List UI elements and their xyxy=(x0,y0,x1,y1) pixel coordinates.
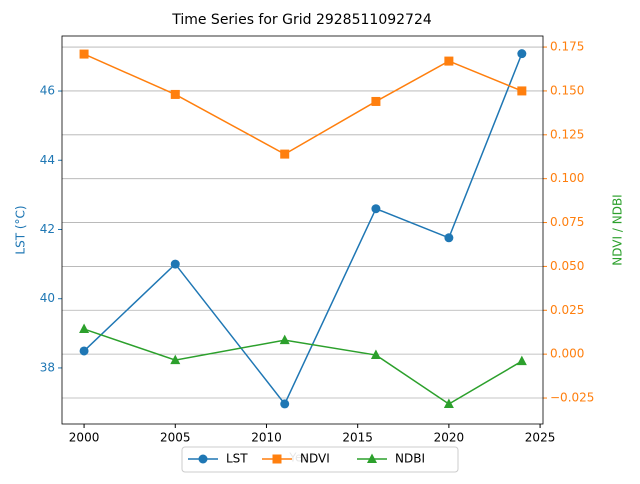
y2-tick-label: 0.075 xyxy=(550,215,584,229)
marker xyxy=(516,355,527,366)
x-tick-label: 2010 xyxy=(251,431,282,445)
y-tick-label: 46 xyxy=(40,84,55,98)
y-tick-label: 44 xyxy=(40,153,55,167)
line xyxy=(83,328,523,405)
y-tick-label: 42 xyxy=(40,222,55,236)
marker xyxy=(444,56,454,66)
marker xyxy=(517,49,527,59)
marker xyxy=(198,454,208,464)
y2-tick-label: 0.050 xyxy=(550,259,584,273)
legend-box xyxy=(181,446,459,473)
legend-label: NDVI xyxy=(300,452,330,466)
y2-tick-label: 0.150 xyxy=(550,83,584,97)
line xyxy=(83,53,523,406)
marker xyxy=(280,399,290,409)
marker xyxy=(170,354,181,365)
marker xyxy=(170,259,180,269)
y2-tick-label: 0.025 xyxy=(550,303,584,317)
marker xyxy=(280,149,290,159)
plot-frame xyxy=(61,35,544,425)
x-tick-label: 2000 xyxy=(69,431,100,445)
line xyxy=(83,53,523,155)
y2-tick-label: 0.000 xyxy=(550,347,584,361)
marker xyxy=(272,454,282,464)
x-tick-label: 2005 xyxy=(160,431,191,445)
marker xyxy=(79,346,89,356)
marker xyxy=(444,233,454,243)
x-tick-label: 2025 xyxy=(525,431,556,445)
marker xyxy=(370,349,381,360)
x-tick-label: 2020 xyxy=(434,431,465,445)
marker xyxy=(79,323,90,334)
x-tick-label: 2015 xyxy=(342,431,373,445)
legend-label: LST xyxy=(226,452,248,466)
y2-tick-label: 0.125 xyxy=(550,127,584,141)
y-tick-label: 40 xyxy=(40,291,55,305)
y2-tick-label: −0.025 xyxy=(550,391,594,405)
marker xyxy=(443,398,454,408)
marker xyxy=(371,96,381,106)
marker xyxy=(371,204,381,214)
marker xyxy=(170,89,180,99)
y-tick-label: 38 xyxy=(40,360,55,374)
marker xyxy=(79,49,89,59)
y2-tick-label: 0.100 xyxy=(550,171,584,185)
y-axis-label: LST (°C) xyxy=(14,205,28,254)
y2-tick-label: 0.175 xyxy=(550,40,584,54)
marker xyxy=(517,86,527,96)
marker xyxy=(367,453,377,463)
chart-title: Time Series for Grid 2928511092724 xyxy=(171,12,432,28)
legend-label: NDBI xyxy=(395,452,425,466)
marker xyxy=(279,334,290,345)
y2-axis-label: NDVI / NDBI xyxy=(611,194,625,265)
